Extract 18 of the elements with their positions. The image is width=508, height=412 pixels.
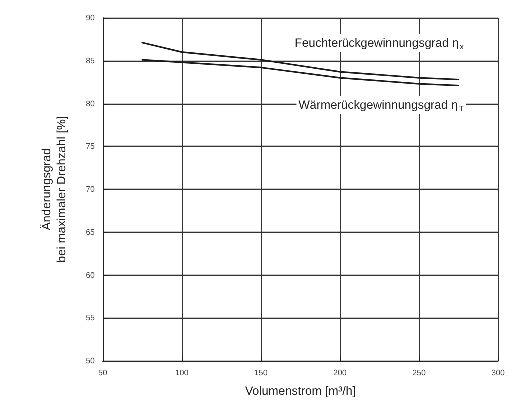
y-tick-label: 50	[86, 356, 96, 366]
y-tick-label: 55	[86, 314, 96, 323]
x-tick-label: 50	[98, 368, 108, 378]
y-tick-label: 90	[86, 14, 96, 22]
y-tick-label: 80	[86, 99, 96, 108]
x-tick-label: 200	[334, 368, 348, 378]
line-series	[142, 59, 460, 87]
y-tick-label: 60	[86, 270, 96, 280]
y-tick-label: 70	[86, 185, 96, 194]
y-tick-label: 65	[86, 228, 96, 237]
x-tick-label: 300	[492, 368, 506, 378]
y-tick-label: 85	[86, 56, 96, 66]
y-tick-label: 75	[86, 142, 96, 152]
x-tick-label: 150	[254, 368, 268, 378]
x-tick-label: 250	[412, 368, 426, 378]
x-tick-label: 100	[175, 368, 190, 378]
x-axis-title: Volumenstrom [m³/h]	[245, 384, 356, 398]
y-axis-title: Änderungsgrad bei maximaler Drehzahl [%]	[40, 116, 68, 263]
